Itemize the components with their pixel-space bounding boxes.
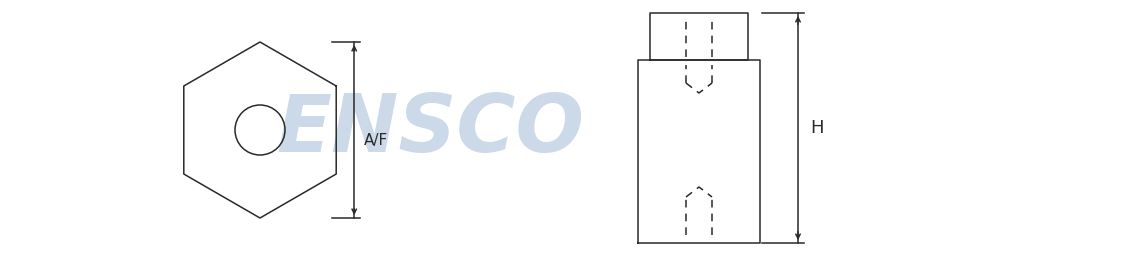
Text: H: H [810, 119, 824, 137]
Text: A/F: A/F [364, 133, 388, 148]
Text: ENSCO: ENSCO [276, 91, 584, 169]
